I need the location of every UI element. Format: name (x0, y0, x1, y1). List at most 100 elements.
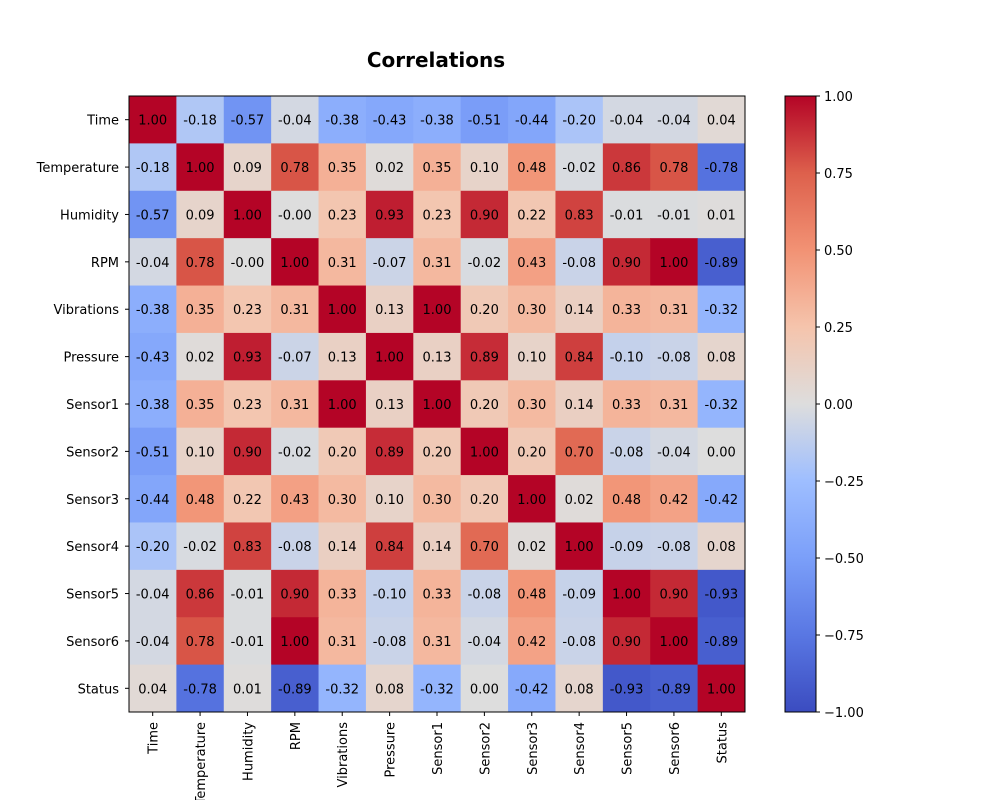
cell-value-label: -0.09 (562, 588, 596, 603)
cell-value-label: 1.00 (612, 588, 641, 603)
heatmap-cell (650, 96, 699, 144)
cell-value-label: -0.08 (373, 635, 407, 650)
heatmap-cell (602, 522, 651, 571)
heatmap-cell (650, 238, 699, 287)
heatmap-cell (365, 190, 414, 239)
y-tick-label: Sensor4 (66, 540, 119, 555)
colorbar-tick-label: 0.75 (824, 167, 853, 182)
chart-title: Correlations (367, 48, 505, 72)
heatmap-cell (460, 427, 509, 476)
heatmap-cell (697, 190, 746, 239)
heatmap-cell (129, 143, 177, 192)
cell-value-label: -0.51 (468, 114, 502, 129)
heatmap-cell (697, 475, 746, 523)
y-tick-label: Sensor3 (66, 493, 119, 508)
cell-value-label: 0.90 (233, 445, 262, 460)
cell-value-label: 0.43 (280, 493, 309, 508)
heatmap-cell (176, 427, 225, 476)
x-tick-label: Sensor1 (431, 722, 446, 775)
heatmap-cell (508, 569, 556, 618)
colorbar-tick-label: −0.25 (824, 475, 864, 490)
x-axis-ticks: Time Temperature Humidity RPM Vibrations Pres… (147, 712, 730, 800)
heatmap-cell (650, 522, 699, 571)
heatmap-cell (697, 569, 746, 618)
cell-value-label: 0.00 (470, 682, 499, 697)
cell-value-label: 1.00 (233, 208, 262, 223)
cell-value-label: -0.07 (373, 256, 407, 271)
heatmap-cell (176, 143, 225, 192)
x-tick-label: Status (715, 722, 730, 764)
colorbar-tick-label: 0.25 (824, 321, 853, 336)
cell-value-label: -0.02 (183, 540, 217, 555)
cell-value-label: 0.02 (375, 161, 404, 176)
heatmap-cell (176, 569, 225, 618)
heatmap-cell (602, 238, 651, 287)
cell-value-label: 0.43 (517, 256, 546, 271)
cell-value-label: 1.00 (328, 398, 357, 413)
heatmap-cell (413, 664, 462, 713)
heatmap-cell (223, 332, 272, 381)
heatmap-cell (602, 427, 651, 476)
cell-value-label: -0.38 (136, 398, 170, 413)
heatmap-cell (508, 143, 556, 192)
cell-value-label: -0.38 (420, 114, 454, 129)
cell-value-label: 0.20 (470, 303, 499, 318)
cell-value-label: 0.20 (517, 445, 546, 460)
heatmap-cell (460, 617, 509, 666)
heatmap-cell (555, 238, 604, 287)
heatmap-cell (129, 569, 177, 618)
cell-value-label: 0.86 (186, 588, 215, 603)
cell-value-label: 0.78 (659, 161, 688, 176)
heatmap-cell (555, 664, 604, 713)
heatmap-cell (460, 96, 509, 144)
heatmap-cell (176, 332, 225, 381)
cell-value-label: 0.31 (423, 256, 452, 271)
x-tick-label: Sensor4 (573, 722, 588, 775)
cell-value-label: 0.22 (517, 208, 546, 223)
colorbar-ticks: 1.00 0.75 0.50 0.25 0.00 −0.25 −0.50 −0.75 −1.00 (816, 90, 864, 721)
cell-value-label: 0.14 (565, 303, 594, 318)
heatmap-cell (508, 522, 556, 571)
y-tick-label: Vibrations (54, 303, 120, 318)
cell-value-label: -0.20 (562, 114, 596, 129)
cell-value-label: 0.78 (280, 161, 309, 176)
y-tick-label: Time (86, 114, 119, 129)
heatmap-cell (271, 332, 320, 381)
heatmap-cell (223, 569, 272, 618)
heatmap-cell (365, 285, 414, 334)
colorbar (784, 95, 817, 713)
heatmap-cell (129, 285, 177, 334)
heatmap-cell (555, 475, 604, 523)
cell-value-label: 0.83 (233, 540, 262, 555)
cell-value-label: 0.08 (375, 682, 404, 697)
heatmap-cell (176, 96, 225, 144)
heatmap-cell (318, 380, 367, 429)
heatmap-cell (223, 617, 272, 666)
cell-value-label: -0.07 (278, 351, 312, 366)
heatmap-cell (460, 285, 509, 334)
heatmap-cell (650, 569, 699, 618)
cell-value-label: -0.78 (704, 161, 738, 176)
cell-value-label: -0.08 (468, 588, 502, 603)
heatmap-cell (318, 190, 367, 239)
cell-value-label: 0.35 (186, 303, 215, 318)
cell-value-label: -0.44 (136, 493, 170, 508)
heatmap-cell (460, 143, 509, 192)
heatmap-cell (318, 569, 367, 618)
cell-value-label: -0.04 (136, 256, 170, 271)
heatmap-cell (271, 522, 320, 571)
heatmap-cell (460, 380, 509, 429)
cell-value-label: 0.10 (186, 445, 215, 460)
heatmap-cell (365, 332, 414, 381)
colorbar-tick-label: 0.00 (824, 398, 853, 413)
cell-value-label: 0.30 (423, 493, 452, 508)
cell-value-label: 0.48 (517, 161, 546, 176)
heatmap-cell (318, 427, 367, 476)
cell-value-label: 1.00 (565, 540, 594, 555)
heatmap-cell (413, 475, 462, 523)
heatmap-cell (223, 238, 272, 287)
x-tick-label: Sensor2 (478, 722, 493, 775)
heatmap-cell (508, 475, 556, 523)
cell-value-label: 1.00 (280, 635, 309, 650)
cell-value-label: 0.90 (470, 208, 499, 223)
